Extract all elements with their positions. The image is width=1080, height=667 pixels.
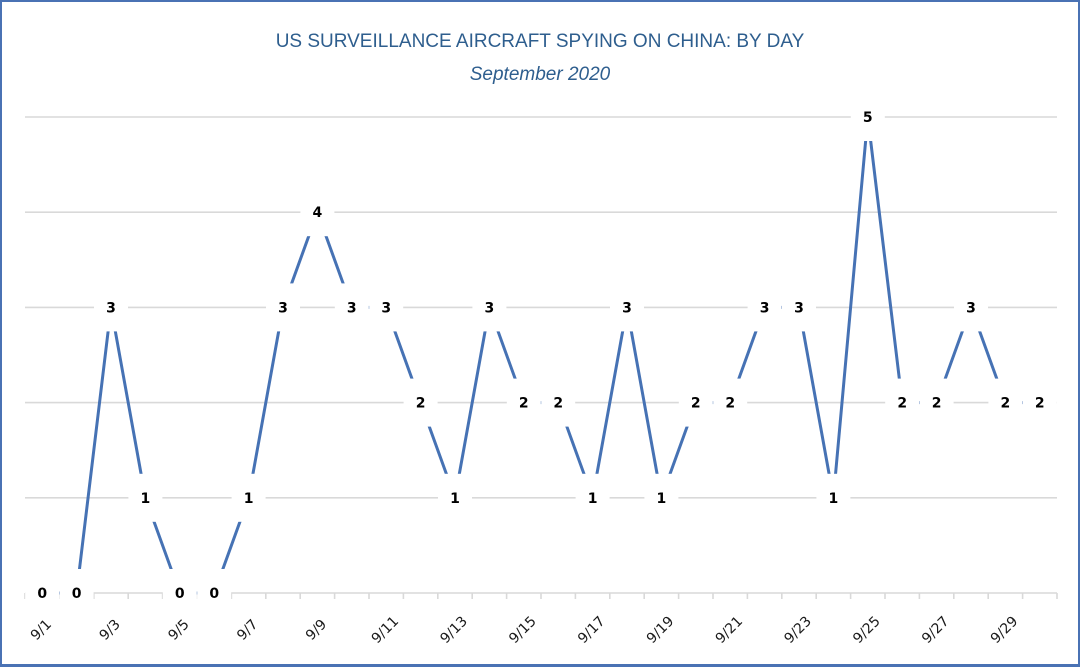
data-label: 3 <box>347 300 357 316</box>
chart-title: US SURVEILLANCE AIRCRAFT SPYING ON CHINA… <box>275 31 805 52</box>
data-label: 2 <box>1001 396 1011 412</box>
data-label-bg <box>678 378 713 427</box>
x-tick-label: 9/29 <box>988 613 1022 647</box>
data-label-bg <box>610 283 644 332</box>
data-label-bg <box>25 569 60 617</box>
x-tick-labels: 9/1 9/3 9/5 9/7 9/9 9/11 9/13 9/15 9/17 9/19 9/21 9… <box>28 613 1022 647</box>
x-tick-label: 9/5 <box>165 617 192 644</box>
data-label-bg <box>850 93 885 141</box>
data-label-bg <box>266 283 300 332</box>
data-label: 2 <box>897 396 907 412</box>
data-label: 0 <box>175 586 185 602</box>
x-tick-label: 9/25 <box>850 613 884 647</box>
series-line-flights <box>42 115 1040 595</box>
data-label: 4 <box>313 205 323 221</box>
data-label: 2 <box>519 396 529 412</box>
data-label-bg <box>885 378 920 427</box>
data-label: 2 <box>691 396 701 412</box>
x-tick-label: 9/9 <box>303 617 330 644</box>
data-label-bg <box>506 378 541 427</box>
data-label-bg <box>816 473 851 522</box>
data-label: 1 <box>244 491 254 507</box>
data-label-bg <box>94 283 128 332</box>
x-tick-label: 9/3 <box>97 617 124 644</box>
x-tick-label: 9/1 <box>28 617 55 644</box>
data-label: 1 <box>829 491 839 507</box>
data-labels: 0 0 3 1 0 0 1 3 4 3 3 2 1 3 2 2 1 3 1 2 2 3 3 1 5 2 2 3 2 2 <box>25 93 1057 617</box>
data-label: 3 <box>622 300 632 316</box>
data-label-bg <box>988 378 1023 427</box>
data-label-bg <box>919 378 954 427</box>
data-label: 2 <box>553 396 563 412</box>
data-label: 2 <box>416 396 426 412</box>
data-label: 3 <box>485 300 495 316</box>
data-label-bg <box>954 283 988 332</box>
data-label-bg <box>713 378 748 427</box>
data-label: 3 <box>794 300 804 316</box>
data-label-bg <box>231 473 266 522</box>
data-label-bg <box>128 473 163 522</box>
data-label: 2 <box>1035 396 1045 412</box>
data-label-bg <box>438 473 472 522</box>
data-label-bg <box>403 378 438 427</box>
gridlines <box>25 116 1057 499</box>
data-label-bg <box>300 188 335 237</box>
x-tick-label: 9/11 <box>369 613 403 647</box>
data-label: 1 <box>588 491 598 507</box>
x-tick-label: 9/19 <box>644 613 678 647</box>
x-tick-label: 9/27 <box>919 613 953 647</box>
x-tick-label: 9/15 <box>506 613 540 647</box>
x-tick-label: 9/23 <box>781 613 815 647</box>
data-label-bg <box>197 569 232 617</box>
series-line <box>42 115 1040 595</box>
x-tick-label: 9/7 <box>234 617 261 644</box>
data-label-bg <box>59 569 94 617</box>
data-label-bg <box>369 283 404 332</box>
x-tick-label: 9/21 <box>713 613 747 647</box>
data-label: 3 <box>381 300 391 316</box>
data-label-bg <box>747 283 782 332</box>
data-label: 2 <box>725 396 735 412</box>
data-label-bg <box>644 473 679 522</box>
data-label: 0 <box>209 586 219 602</box>
data-label-bg <box>472 283 507 332</box>
data-label-bg <box>575 473 610 522</box>
data-label-bg <box>782 283 816 332</box>
data-label: 3 <box>106 300 116 316</box>
data-label: 1 <box>450 491 460 507</box>
data-label: 0 <box>72 586 82 602</box>
data-label: 3 <box>966 300 976 316</box>
data-label: 2 <box>932 396 942 412</box>
x-tick-label: 9/17 <box>575 613 609 647</box>
data-label-bg <box>334 283 369 332</box>
data-label: 5 <box>863 110 873 126</box>
x-tick-label: 9/13 <box>437 613 471 647</box>
data-label: 0 <box>37 586 47 602</box>
data-label-bg <box>541 378 576 427</box>
data-label: 3 <box>760 300 770 316</box>
chart-subtitle: September 2020 <box>469 64 611 85</box>
data-label: 3 <box>278 300 288 316</box>
data-label-bg <box>162 569 197 617</box>
data-label: 1 <box>657 491 667 507</box>
data-label: 1 <box>141 491 151 507</box>
data-label-bg <box>1022 378 1057 427</box>
